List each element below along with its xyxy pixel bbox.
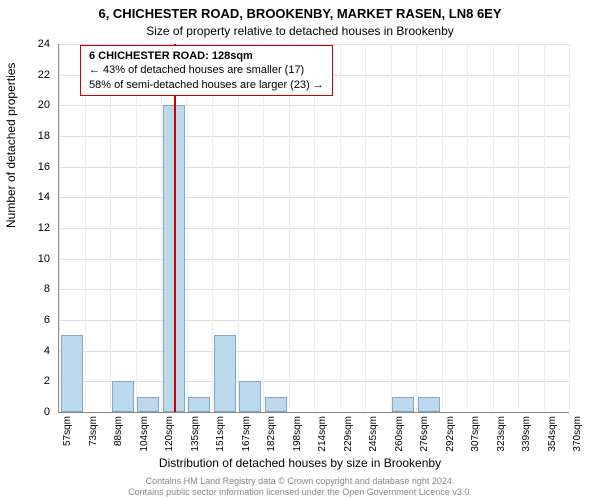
histogram-bar bbox=[214, 335, 236, 412]
histogram-bar bbox=[392, 397, 414, 412]
histogram-bar bbox=[265, 397, 287, 412]
page-subtitle: Size of property relative to detached ho… bbox=[0, 24, 600, 38]
x-tick-label: 307sqm bbox=[470, 416, 481, 452]
y-tick-label: 8 bbox=[44, 283, 50, 295]
y-axis-title: Number of detached properties bbox=[4, 63, 18, 228]
histogram-bar bbox=[418, 397, 440, 412]
gridline-v bbox=[212, 44, 213, 412]
x-tick-label: 260sqm bbox=[394, 416, 405, 452]
footer-line-2: Contains public sector information licen… bbox=[0, 487, 600, 498]
x-tick-label: 276sqm bbox=[419, 416, 430, 452]
x-tick-label: 198sqm bbox=[292, 416, 303, 452]
annotation-line-3: 58% of semi-detached houses are larger (… bbox=[89, 78, 324, 92]
gridline-v bbox=[391, 44, 392, 412]
gridline-v bbox=[416, 44, 417, 412]
x-tick-label: 73sqm bbox=[88, 416, 99, 446]
gridline-v bbox=[518, 44, 519, 412]
y-tick-label: 18 bbox=[38, 130, 50, 142]
gridline-v bbox=[569, 44, 570, 412]
gridline-v bbox=[136, 44, 137, 412]
footer: Contains HM Land Registry data © Crown c… bbox=[0, 476, 600, 498]
x-tick-label: 354sqm bbox=[547, 416, 558, 452]
gridline-v bbox=[365, 44, 366, 412]
x-tick-label: 167sqm bbox=[241, 416, 252, 452]
x-tick-label: 57sqm bbox=[62, 416, 73, 446]
x-tick-label: 88sqm bbox=[113, 416, 124, 446]
y-tick-label: 6 bbox=[44, 314, 50, 326]
annotation-line-1: 6 CHICHESTER ROAD: 128sqm bbox=[89, 49, 324, 63]
gridline-v bbox=[493, 44, 494, 412]
annotation-line-2: ← 43% of detached houses are smaller (17… bbox=[89, 63, 324, 77]
y-tick-label: 12 bbox=[38, 222, 50, 234]
y-tick-label: 24 bbox=[38, 38, 50, 50]
gridline-v bbox=[544, 44, 545, 412]
x-tick-label: 245sqm bbox=[368, 416, 379, 452]
gridline-v bbox=[442, 44, 443, 412]
annotation-box: 6 CHICHESTER ROAD: 128sqm ← 43% of detac… bbox=[80, 45, 333, 96]
x-tick-label: 214sqm bbox=[317, 416, 328, 452]
y-tick-label: 2 bbox=[44, 375, 50, 387]
x-tick-label: 370sqm bbox=[572, 416, 583, 452]
highlight-line bbox=[174, 44, 176, 412]
gridline-v bbox=[467, 44, 468, 412]
plot-area bbox=[58, 44, 569, 413]
y-tick-label: 22 bbox=[38, 69, 50, 81]
gridline-v bbox=[289, 44, 290, 412]
y-tick-label: 4 bbox=[44, 345, 50, 357]
gridline-v bbox=[314, 44, 315, 412]
gridline-v bbox=[85, 44, 86, 412]
x-tick-label: 104sqm bbox=[139, 416, 150, 452]
histogram-bar bbox=[61, 335, 83, 412]
histogram-bar bbox=[137, 397, 159, 412]
gridline-v bbox=[59, 44, 60, 412]
x-tick-label: 292sqm bbox=[445, 416, 456, 452]
histogram-bar bbox=[188, 397, 210, 412]
gridline-v bbox=[263, 44, 264, 412]
y-tick-label: 10 bbox=[38, 253, 50, 265]
gridline-v bbox=[187, 44, 188, 412]
x-tick-label: 120sqm bbox=[164, 416, 175, 452]
y-tick-label: 20 bbox=[38, 99, 50, 111]
gridline-v bbox=[161, 44, 162, 412]
x-tick-label: 229sqm bbox=[343, 416, 354, 452]
gridline-v bbox=[110, 44, 111, 412]
y-tick-label: 0 bbox=[44, 406, 50, 418]
x-axis-title: Distribution of detached houses by size … bbox=[0, 456, 600, 470]
gridline-v bbox=[340, 44, 341, 412]
page-title: 6, CHICHESTER ROAD, BROOKENBY, MARKET RA… bbox=[0, 6, 600, 21]
footer-line-1: Contains HM Land Registry data © Crown c… bbox=[0, 476, 600, 487]
histogram-bar bbox=[239, 381, 261, 412]
x-tick-label: 339sqm bbox=[521, 416, 532, 452]
x-tick-label: 135sqm bbox=[190, 416, 201, 452]
x-tick-label: 151sqm bbox=[215, 416, 226, 452]
histogram-bar bbox=[112, 381, 134, 412]
y-tick-label: 14 bbox=[38, 191, 50, 203]
x-tick-label: 323sqm bbox=[496, 416, 507, 452]
gridline-v bbox=[238, 44, 239, 412]
x-tick-label: 182sqm bbox=[266, 416, 277, 452]
y-tick-label: 16 bbox=[38, 161, 50, 173]
